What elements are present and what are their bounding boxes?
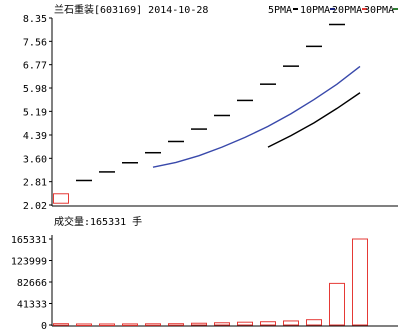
volume-tick-label: 82666 [17, 278, 47, 289]
ma-legend: 5PMA 10PMA 20PMA 30PMA [268, 5, 398, 16]
volume-bar [329, 282, 345, 326]
legend-20pma-swatch [362, 8, 367, 10]
volume-tick-label: 41333 [17, 299, 47, 310]
candle [168, 140, 184, 143]
candle [145, 151, 161, 154]
candle [214, 114, 230, 117]
price-tick-label: 2.02 [23, 201, 47, 212]
price-tick-label: 2.81 [23, 178, 47, 189]
candlesticks [53, 23, 345, 204]
ma-line-10pma [152, 65, 361, 168]
volume-bar [237, 321, 253, 326]
legend-30pma-swatch [393, 8, 398, 10]
candle [237, 99, 253, 102]
legend-30pma-label: 30PMA [364, 5, 394, 16]
volume-bar [76, 323, 92, 326]
moving-average-lines [152, 65, 361, 168]
candle [191, 128, 207, 130]
volume-bar [168, 323, 184, 326]
volume-bar [99, 323, 115, 326]
chart-title: 兰石重装[603169] 2014-10-28 [54, 3, 208, 16]
candle [122, 162, 138, 164]
volume-bar [283, 320, 299, 326]
price-tick-label: 7.56 [23, 37, 47, 48]
volume-bar [214, 322, 230, 326]
volume-bar [352, 238, 368, 326]
legend-5pma-label: 5PMA [268, 5, 292, 16]
price-y-ticks: 8.35 7.56 6.77 5.98 5.19 4.39 3.60 2.81 2.02 [23, 14, 52, 212]
volume-bar [191, 322, 207, 326]
candle [283, 65, 299, 67]
volume-bar [122, 323, 138, 326]
volume-tick-label: 0 [41, 321, 47, 330]
candle [306, 45, 322, 48]
volume-y-ticks: 165331 123999 82666 41333 0 [11, 235, 52, 330]
price-tick-label: 4.39 [23, 131, 47, 142]
candle [329, 23, 345, 26]
legend-5pma-swatch [293, 8, 298, 10]
volume-tick-label: 123999 [11, 256, 47, 267]
candle [99, 171, 115, 173]
legend-10pma-label: 10PMA [300, 5, 330, 16]
price-tick-label: 6.77 [23, 61, 47, 72]
volume-bar [306, 319, 322, 326]
price-tick-label: 8.35 [23, 14, 47, 25]
legend-20pma-label: 20PMA [332, 5, 362, 16]
volume-bar [260, 321, 276, 326]
candle [260, 83, 276, 85]
candle [76, 179, 92, 182]
volume-tick-label: 165331 [11, 235, 47, 246]
ma-line-5pma [267, 92, 361, 148]
price-tick-label: 5.19 [23, 107, 47, 118]
price-tick-label: 3.60 [23, 154, 47, 165]
legend-10pma-swatch [330, 8, 335, 10]
volume-header: 成交量:165331 手 [54, 215, 142, 228]
volume-bar [53, 323, 69, 326]
volume-bars [53, 238, 368, 326]
price-tick-label: 5.98 [23, 84, 47, 95]
volume-bar [145, 323, 161, 326]
candle [53, 193, 69, 204]
